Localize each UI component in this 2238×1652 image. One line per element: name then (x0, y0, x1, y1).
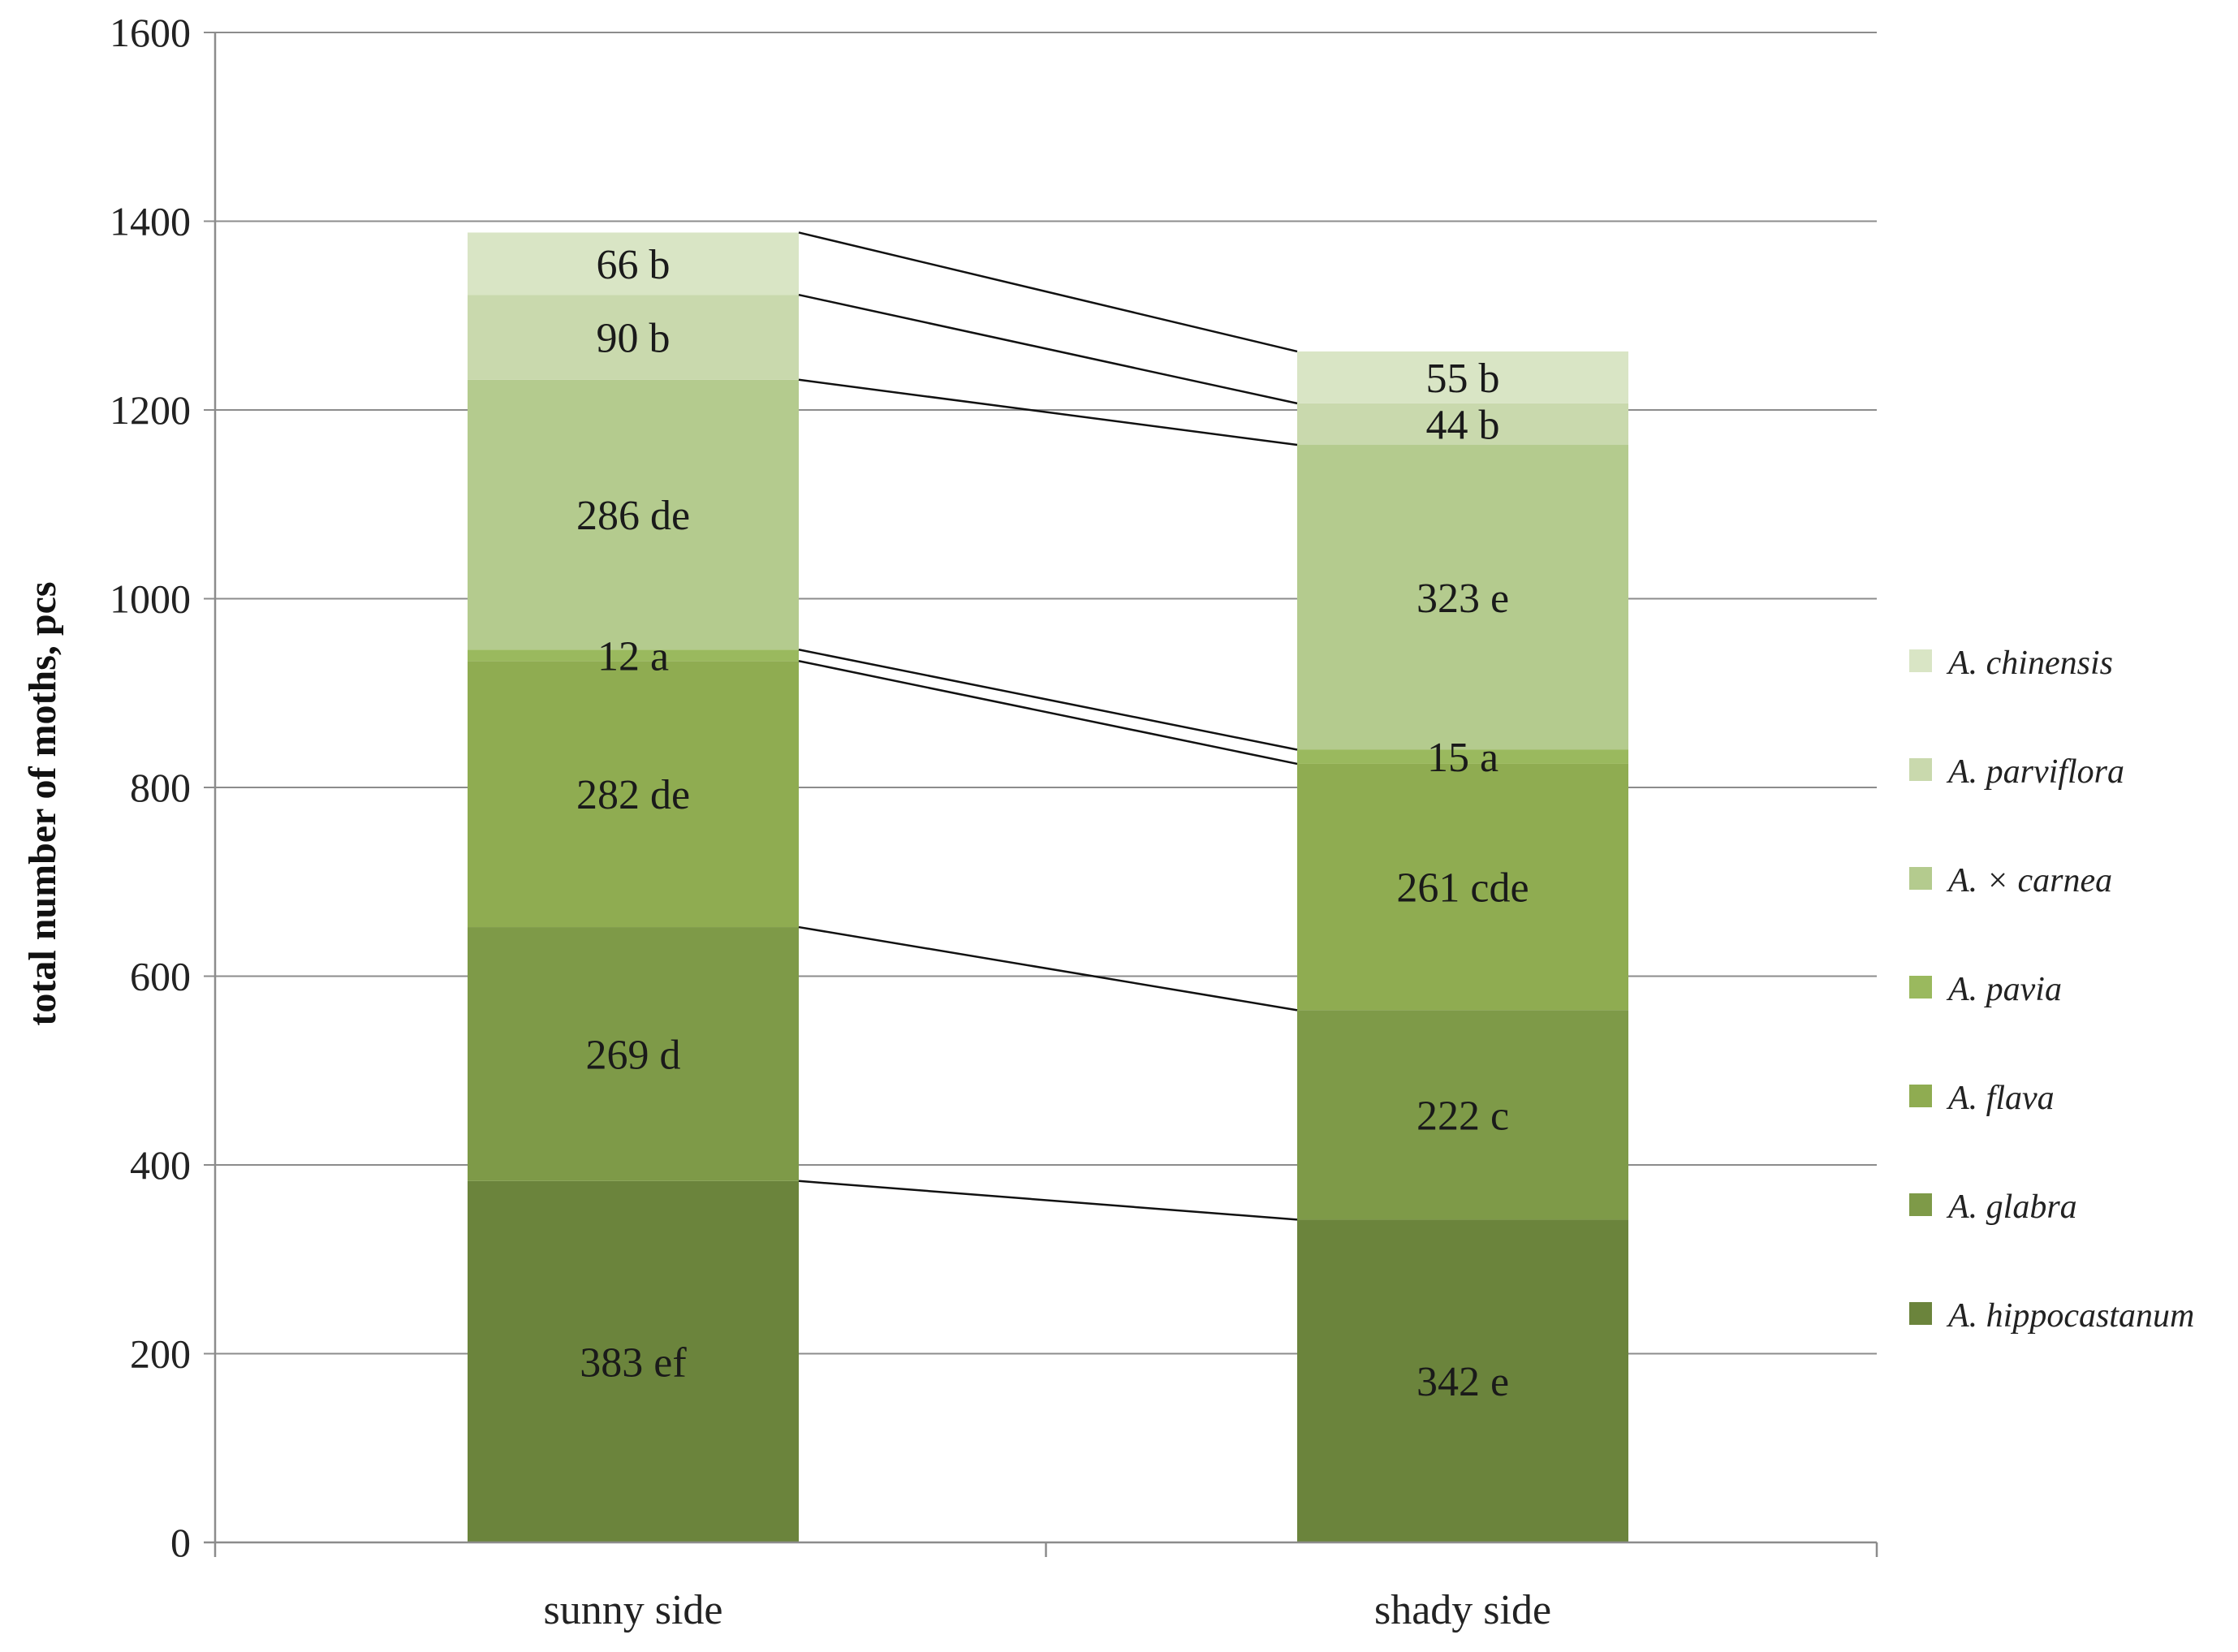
bar-segment (1297, 445, 1628, 750)
connector-line (798, 293, 1298, 405)
legend-label: A. chinensis (1946, 645, 2113, 682)
legend: A. chinensis A. parviflora A. × carnea A. p… (1909, 645, 2194, 1335)
axes: 0 200 400 600 800 1000 1200 1400 1600 sunny side s… (21, 10, 1878, 1633)
bar-segment (1297, 1219, 1628, 1542)
y-tick-label: 200 (130, 1331, 191, 1377)
bar-segments (468, 232, 1628, 1542)
data-label: 55 b (1426, 356, 1500, 402)
data-label: 44 b (1426, 402, 1500, 448)
bar-segment (1297, 749, 1628, 764)
bar-segment (468, 661, 799, 928)
legend-swatch (1909, 976, 1932, 999)
connector-line (798, 231, 1298, 353)
legend-swatch (1909, 649, 1932, 672)
legend-label: A. glabra (1946, 1188, 2077, 1226)
connector-line (798, 660, 1298, 766)
legend-label: A. × carnea (1946, 862, 2112, 899)
data-label: 269 d (586, 1032, 681, 1078)
x-tick-label: sunny side (544, 1587, 723, 1633)
y-tick-label: 1200 (110, 387, 191, 433)
bar-segment (468, 295, 799, 380)
data-label: 282 de (576, 772, 690, 818)
bar-segment (468, 379, 799, 650)
legend-swatch (1909, 1085, 1932, 1107)
bar-segment (468, 232, 799, 295)
legend-label: A. pavia (1946, 971, 2062, 1008)
bar-segment (468, 649, 799, 662)
data-label: 222 c (1417, 1093, 1509, 1139)
data-label: 261 cde (1396, 865, 1529, 912)
bar-segment (468, 927, 799, 1181)
y-tick-label: 800 (130, 765, 191, 810)
legend-swatch (1909, 1302, 1932, 1325)
connector-line (798, 925, 1298, 1011)
x-tick-label: shady side (1374, 1587, 1551, 1633)
data-label: 66 b (597, 242, 671, 288)
legend-swatch (1909, 1193, 1932, 1216)
bar-segment (1297, 403, 1628, 446)
data-label: 342 e (1417, 1359, 1509, 1405)
data-label: 12 a (597, 633, 669, 679)
bar-segment (1297, 763, 1628, 1011)
legend-swatch (1909, 867, 1932, 890)
bar-segment (1297, 351, 1628, 403)
connector-line (798, 1180, 1298, 1221)
y-tick-label: 1600 (110, 10, 191, 55)
y-tick-label: 1400 (110, 199, 191, 244)
bar-segment (468, 1180, 799, 1542)
y-tick-label: 0 (170, 1520, 191, 1565)
connector-line (798, 649, 1298, 751)
y-tick-label: 1000 (110, 576, 191, 622)
legend-label: A. flava (1946, 1080, 2055, 1117)
data-label: 15 a (1427, 735, 1498, 781)
data-label: 90 b (597, 315, 671, 361)
data-label: 286 de (576, 493, 690, 539)
legend-label: A. parviflora (1946, 753, 2124, 791)
y-tick-label: 600 (130, 954, 191, 999)
legend-label: A. hippocastanum (1946, 1297, 2194, 1335)
data-label: 383 ef (580, 1339, 687, 1386)
y-tick-label: 400 (130, 1142, 191, 1188)
connector-lines (798, 231, 1298, 1221)
bar-segment (1297, 1010, 1628, 1220)
data-label: 323 e (1417, 576, 1509, 622)
connector-line (798, 378, 1298, 446)
y-axis-title: total number of moths, pcs (21, 581, 64, 1025)
legend-swatch (1909, 758, 1932, 781)
data-labels: 383 ef 269 d 282 de 12 a 286 de 90 b 66 b 342 e… (576, 242, 1529, 1405)
